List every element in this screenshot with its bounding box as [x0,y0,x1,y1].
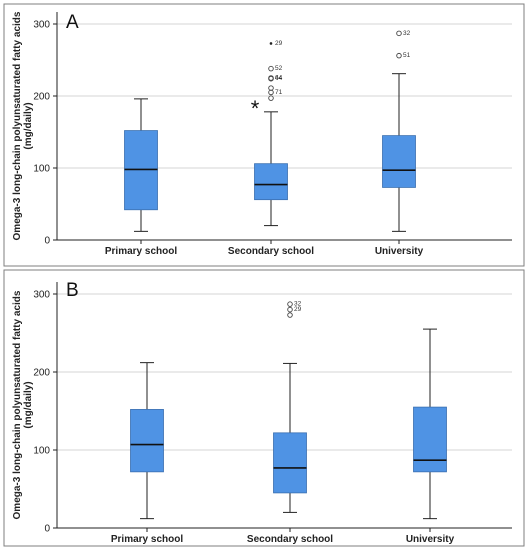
panel-a-outlier-point [268,75,274,82]
panel-a-letter: A [66,12,79,33]
panel-a-category-label: University [375,246,424,257]
panel-b-y-tick-label: 100 [33,446,50,457]
panel-a-outlier-label: 51 [403,52,411,59]
panel-a-outlier-point [396,30,402,37]
panel-a-outlier-label: 52 [275,65,283,72]
panel-a-outlier-point [268,95,274,101]
panel-b-category-label: Primary school [111,534,183,545]
panel-a-frame [3,3,525,267]
panel-a-outlier-label: 64 [275,75,283,82]
panel-b-outlier-point [287,306,293,313]
panel-a-outlier-point [268,89,274,96]
panel-b-box-secondary-school [273,432,307,494]
panel-a-y-axis-label: Omega-3 long-chain polyunsaturated fatty… [12,11,34,240]
panel-b-y-tick-label: 300 [33,290,50,301]
panel-a-y-tick-label: 200 [33,92,50,103]
panel-a-outlier-point [269,42,273,45]
panel-b-letter: B [66,280,79,301]
panel-a-y-tick-label: 300 [33,20,50,31]
panel-b-y-tick-label: 0 [44,524,50,535]
panel-b-y-axis-label: Omega-3 long-chain polyunsaturated fatty… [12,290,34,519]
panel-b-category-label: University [406,534,455,545]
panel-a-y-tick-label: 0 [44,236,50,247]
panel-a-outlier-label: 32 [403,30,411,37]
panel-b-category-label: Secondary school [247,534,333,545]
panel-a-outlier-point [396,52,402,59]
panel-a-box-university [382,135,416,188]
panel-b-outlier-point [287,312,293,318]
panel-a-category-label: Primary school [105,246,177,257]
panel-b-outlier-label: 32 [294,301,302,308]
panel-b-y-tick-label: 200 [33,368,50,379]
panel-b-outlier-point [287,301,293,307]
panel-a-outlier-label: 44 [275,75,283,82]
panel-a-category-label: Secondary school [228,246,314,257]
panel-b-box-primary-school [130,409,164,473]
panel-a-outlier-label: 29 [275,40,283,47]
panel-a-extreme-marker: * [251,96,260,121]
panel-a-outlier-label: 71 [275,89,283,96]
panel-a-y-tick-label: 100 [33,164,50,175]
panel-b-outlier-label: 29 [294,306,302,313]
panel-a-box-secondary-school [254,163,288,201]
panel-b-box-university [413,406,447,473]
panel-a-outlier-point [268,65,274,72]
